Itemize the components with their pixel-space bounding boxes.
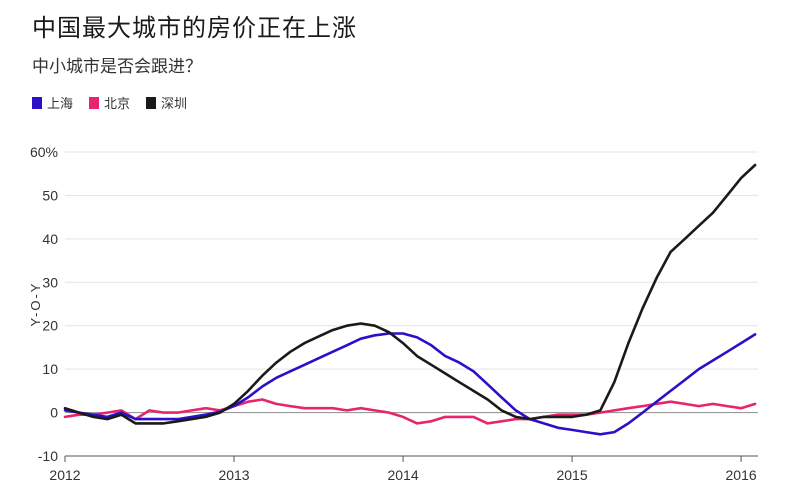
legend-swatch-shenzhen <box>146 96 157 109</box>
legend-item-shanghai: 上海 <box>32 93 73 112</box>
legend-swatch-shanghai <box>32 96 42 109</box>
x-tick-label: 2013 <box>218 467 249 483</box>
y-tick-label: 50 <box>42 187 58 203</box>
y-tick-label: 10 <box>42 361 58 377</box>
legend-label-shanghai: 上海 <box>47 97 74 112</box>
legend-item-beijing: 北京 <box>89 93 130 112</box>
series-line-beijing <box>63 398 757 425</box>
legend-swatch-beijing <box>89 96 100 109</box>
chart-subtitle: 中小城市是否会跟进？ <box>32 57 202 77</box>
x-tick-label: 2012 <box>49 467 80 483</box>
series-line-shanghai <box>63 332 757 436</box>
legend-label-shenzhen: 深圳 <box>161 97 188 112</box>
y-axis-label: Y-O-Y <box>28 282 43 327</box>
y-tick-label: 40 <box>42 231 58 247</box>
legend-item-shenzhen: 深圳 <box>146 93 187 112</box>
legend-label-beijing: 北京 <box>104 97 131 112</box>
y-tick-label: 0 <box>50 405 58 421</box>
chart-title: 中国最大城市的房价正在上涨 <box>32 14 357 42</box>
y-tick-label: -10 <box>38 448 58 464</box>
y-tick-label: 60% <box>30 144 58 160</box>
y-tick-label: 20 <box>42 318 58 334</box>
x-tick-label: 2015 <box>556 467 587 483</box>
y-tick-label: 30 <box>42 274 58 290</box>
x-tick-label: 2014 <box>387 467 418 483</box>
x-tick-label: 2016 <box>726 467 757 483</box>
series-line-shenzhen <box>63 163 757 425</box>
chart-legend: 上海 北京 深圳 <box>32 93 187 112</box>
